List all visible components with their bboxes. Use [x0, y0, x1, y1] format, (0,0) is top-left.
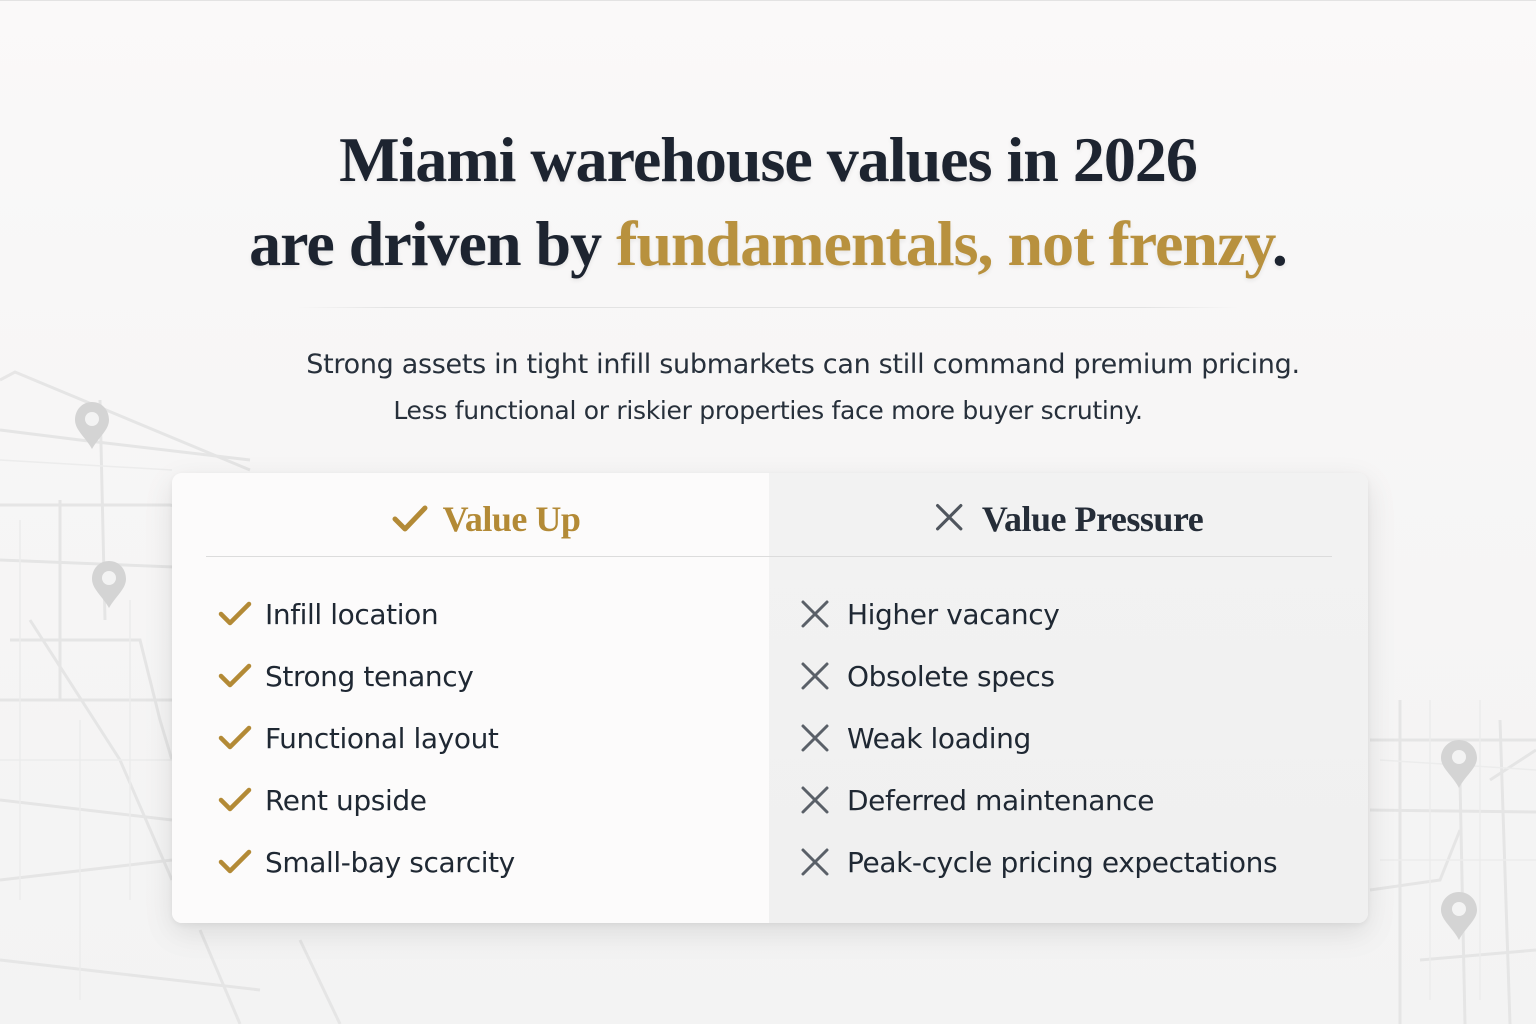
headline-line2-prefix: are driven by	[249, 208, 617, 279]
value-pressure-column: Value Pressure Higher vacancy Obsolete s…	[769, 473, 1368, 923]
list-item-label: Small-bay scarcity	[265, 845, 515, 879]
x-icon	[935, 504, 963, 531]
headline-line1: Miami warehouse values in 2026	[339, 124, 1198, 195]
x-icon	[801, 600, 829, 628]
x-icon	[801, 724, 829, 752]
value-pressure-divider	[769, 556, 1332, 557]
list-item: Higher vacancy	[800, 583, 1368, 645]
subtitle-line2: Less functional or riskier properties fa…	[393, 396, 1143, 425]
value-pressure-title: Value Pressure	[981, 499, 1204, 539]
value-up-column: Value Up Infill location Strong tenancy …	[172, 473, 769, 923]
comparison-card: Value Up Infill location Strong tenancy …	[172, 473, 1368, 923]
top-border	[0, 0, 1536, 1]
x-icon	[801, 786, 829, 814]
list-item: Obsolete specs	[800, 645, 1368, 707]
list-item-label: Infill location	[265, 597, 439, 631]
list-item-label: Rent upside	[265, 783, 427, 817]
check-icon	[218, 601, 252, 626]
value-pressure-header: Value Pressure	[769, 495, 1368, 543]
subtitle-line1: Strong assets in tight infill submarkets…	[306, 349, 1300, 380]
list-item-label: Deferred maintenance	[847, 783, 1155, 817]
list-item: Rent upside	[218, 769, 769, 831]
check-icon	[218, 849, 252, 874]
check-icon	[218, 725, 252, 750]
headline-line2-suffix: .	[1271, 208, 1288, 279]
subtitle: Strong assets in tight infill submarkets…	[0, 342, 1536, 434]
list-item: Deferred maintenance	[800, 769, 1368, 831]
list-item-label: Obsolete specs	[847, 659, 1055, 693]
value-up-list: Infill location Strong tenancy Functiona…	[172, 583, 769, 893]
value-up-divider	[206, 556, 769, 557]
list-item-label: Functional layout	[265, 721, 499, 755]
headline-divider	[298, 307, 1238, 308]
list-item: Infill location	[218, 583, 769, 645]
x-icon	[801, 662, 829, 690]
list-item-label: Higher vacancy	[847, 597, 1060, 631]
list-item: Small-bay scarcity	[218, 831, 769, 893]
value-pressure-list: Higher vacancy Obsolete specs Weak loadi…	[769, 583, 1368, 893]
check-icon	[218, 787, 252, 812]
list-item-label: Strong tenancy	[265, 659, 474, 693]
headline: Miami warehouse values in 2026 are drive…	[0, 118, 1536, 286]
check-icon	[392, 505, 428, 532]
headline-accent: fundamentals, not frenzy	[616, 208, 1273, 279]
list-item: Peak-cycle pricing expectations	[800, 831, 1368, 893]
list-item-label: Weak loading	[847, 721, 1031, 755]
value-up-title: Value Up	[442, 499, 581, 539]
list-item: Strong tenancy	[218, 645, 769, 707]
list-item: Weak loading	[800, 707, 1368, 769]
check-icon	[218, 663, 252, 688]
list-item: Functional layout	[218, 707, 769, 769]
x-icon	[801, 848, 829, 876]
list-item-label: Peak-cycle pricing expectations	[847, 845, 1278, 879]
value-up-header: Value Up	[172, 495, 769, 543]
